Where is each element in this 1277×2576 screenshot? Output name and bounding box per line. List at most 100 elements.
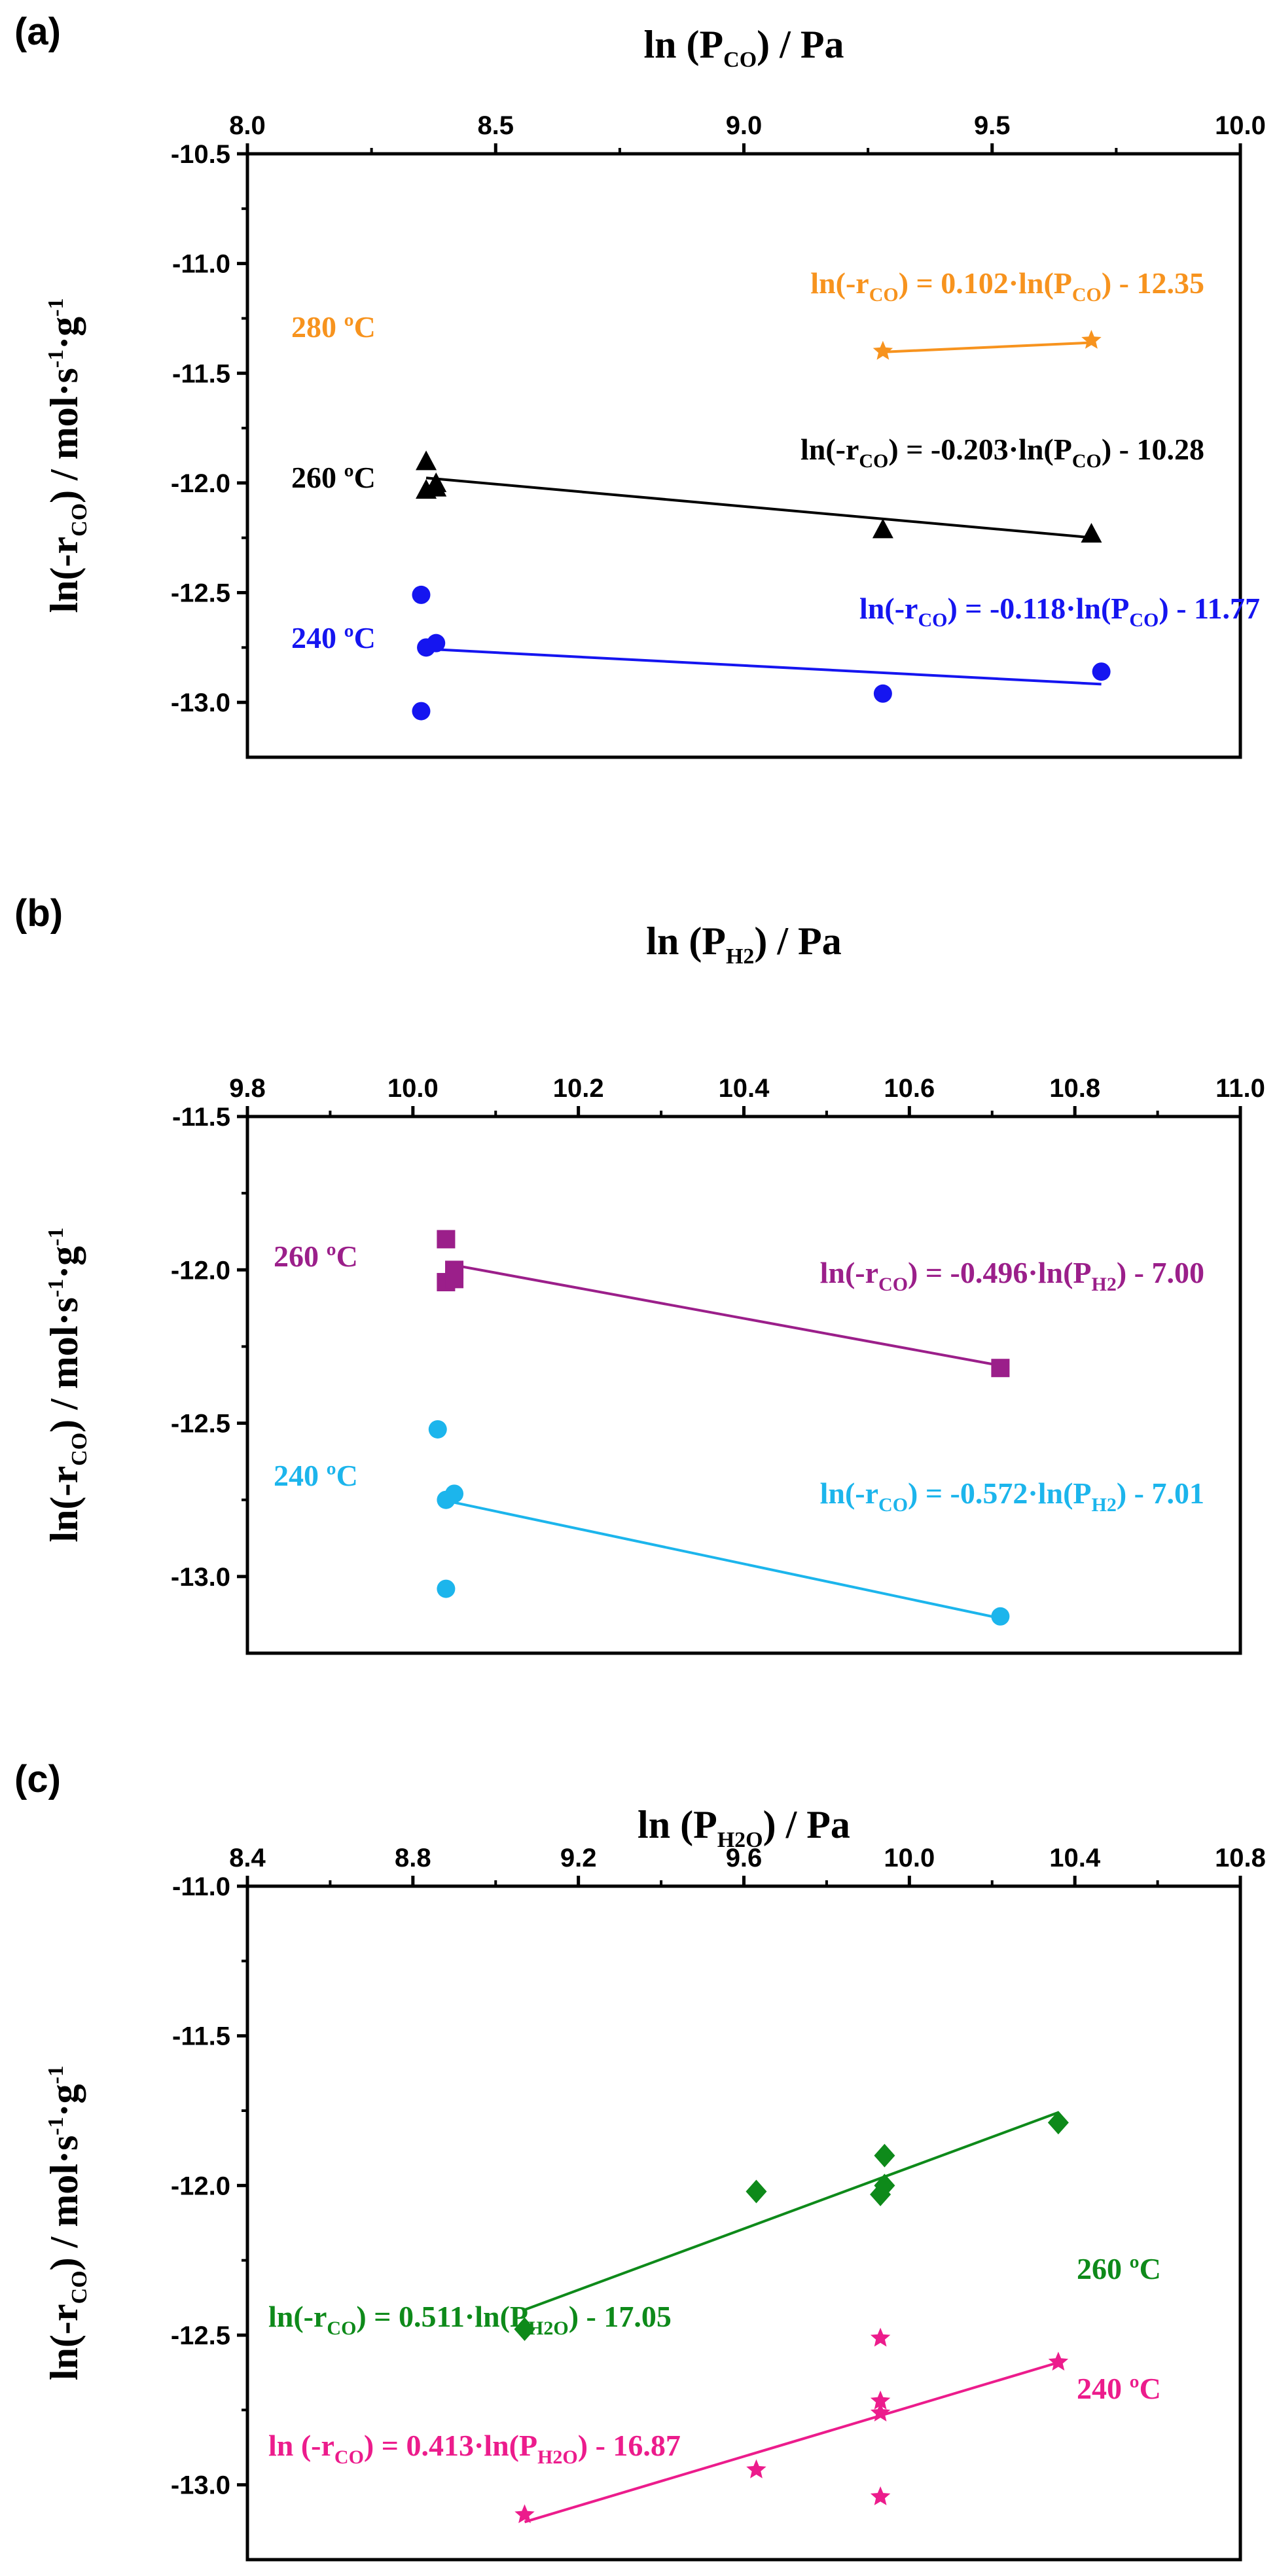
y-title-mid: ) / mol·s (43, 1297, 86, 1433)
equation-part: ln(-r (268, 2300, 327, 2333)
equation-part: ) = 0.413·ln(P (364, 2429, 537, 2462)
data-point (1047, 2111, 1069, 2135)
fit-line (425, 476, 1092, 539)
y-tick-label: -12.0 (171, 469, 230, 498)
data-point (437, 1579, 456, 1598)
y-tick-label: -11.5 (172, 2022, 230, 2051)
x-tick-label: 10.8 (1049, 1074, 1100, 1103)
equation-subscript: CO (918, 609, 947, 631)
fit-equation: ln(-rCO) = -0.572·ln(PH2) - 7.01 (820, 1476, 1204, 1516)
y-title-subscript: CO (67, 2270, 92, 2304)
fit-line (454, 1264, 1001, 1367)
equation-subscript: CO (334, 2446, 364, 2468)
x-tick-label: 10.8 (1215, 1844, 1266, 1872)
equation-part: ) - 17.05 (569, 2300, 672, 2333)
series-1: 240 ºC ln(-rCO) = -0.572·ln(PH2) - 7.01 (274, 1420, 1204, 1626)
series-label: 240 ºC (274, 1459, 358, 1492)
y-title-subscript: CO (67, 1433, 92, 1466)
y-title-g: ·g (43, 1246, 86, 1279)
equation-subscript: CO (1129, 609, 1159, 631)
data-point (991, 1607, 1010, 1626)
equation-part: ) = -0.572·ln(P (908, 1476, 1091, 1510)
equation-part: ) - 12.35 (1102, 266, 1204, 300)
x-title-main: ln (P (644, 23, 724, 66)
equation-part: ln(-r (820, 1256, 878, 1289)
series-0: 280 ºC ln(-rCO) = 0.102·ln(PCO) - 12.35 (291, 266, 1204, 360)
fit-equation: ln(-rCO) = -0.203·ln(PCO) - 10.28 (800, 433, 1204, 472)
x-title-main: ln (P (638, 1803, 717, 1846)
data-point (427, 634, 446, 653)
y-title-superscript: -1 (44, 349, 68, 368)
fit-line (425, 647, 1102, 686)
fit-equation: ln(-rCO) = 0.511·ln(PH2O) - 17.05 (268, 2300, 672, 2339)
y-tick-label: -12.5 (171, 2321, 230, 2350)
y-title-superscript: -1 (44, 2066, 68, 2084)
data-point (425, 476, 447, 497)
data-point (416, 450, 437, 471)
panel-label: (a) (14, 10, 61, 53)
plot-frame (245, 1115, 1242, 1655)
data-point (870, 2402, 891, 2422)
series-label: 240 ºC (1077, 2372, 1161, 2405)
y-tick-label: -11.5 (172, 1103, 230, 1132)
x-tick-label: 10.0 (387, 1074, 439, 1103)
y-tick-label: -11.5 (172, 359, 230, 388)
data-point (445, 1484, 464, 1503)
x-title-subscript: CO (723, 48, 757, 72)
fit-line (882, 341, 1092, 353)
series-label: 260 ºC (274, 1240, 358, 1273)
panel-c: (c)8.4 8.8 9.2 9.6 10.0 10.4 10.8-11.0-11.5-12… (14, 1758, 1266, 2562)
y-tick-label: -10.5 (171, 140, 230, 169)
x-title-main: ln (P (646, 920, 726, 963)
series-label: 240 ºC (291, 621, 376, 654)
fit-equation: ln(-rCO) = -0.118·ln(PCO) - 11.77 (859, 592, 1260, 631)
data-point (870, 2327, 891, 2347)
equation-subscript: H2O (528, 2317, 569, 2339)
x-title-subscript: H2 (726, 944, 754, 969)
y-title-superscript: -1 (44, 1279, 68, 1297)
data-point (1092, 662, 1111, 681)
equation-part: ) = -0.203·ln(P (888, 433, 1071, 466)
series-label: 280 ºC (291, 310, 376, 344)
y-axis-title: ln(-rCO) / mol·s-1·g-1 (43, 298, 92, 613)
equation-part: ln (-r (268, 2429, 334, 2462)
data-point (870, 2390, 891, 2410)
y-tick-label: -12.0 (171, 1256, 230, 1285)
y-title-main: ln(-r (43, 1466, 86, 1543)
y-title-superscript: -1 (44, 1228, 68, 1246)
x-title-end: ) / Pa (754, 920, 841, 963)
x-tick-label: 9.5 (974, 111, 1011, 140)
equation-part: ln(-r (800, 433, 859, 466)
equation-subscript: H2 (1092, 1494, 1117, 1516)
fit-equation: ln(-rCO) = 0.102·ln(PCO) - 12.35 (810, 266, 1204, 306)
x-tick-label: 10.4 (1049, 1844, 1101, 1872)
y-tick-label: -13.0 (171, 2471, 230, 2500)
data-point (1081, 330, 1102, 349)
series-0: 260 ºC ln(-rCO) = 0.511·ln(PH2O) - 17.05 (268, 2111, 1161, 2341)
y-title-main: ln(-r (43, 537, 86, 613)
data-point (872, 340, 893, 360)
data-point (445, 1270, 464, 1289)
y-tick-label: -13.0 (171, 1563, 230, 1592)
equation-part: ) - 10.28 (1102, 433, 1204, 466)
equation-part: ) = 0.511·ln(P (356, 2300, 528, 2333)
equation-part: ) - 7.01 (1117, 1476, 1204, 1510)
y-title-superscript: -1 (44, 2117, 68, 2135)
data-point (874, 2143, 895, 2168)
equation-subscript: CO (859, 450, 888, 472)
y-tick-label: -12.5 (171, 579, 230, 608)
data-point (1048, 2352, 1069, 2371)
x-tick-label: 10.0 (1215, 111, 1266, 140)
x-tick-label: 8.8 (395, 1844, 431, 1872)
data-point (870, 2486, 891, 2505)
fit-line (445, 1499, 1001, 1620)
x-tick-label: 10.2 (553, 1074, 604, 1103)
y-tick-label: -13.0 (171, 689, 230, 717)
equation-part: ) = -0.496·ln(P (908, 1256, 1091, 1289)
x-axis-title: ln (PCO) / Pa (644, 23, 844, 72)
equation-part: ) = 0.102·ln(P (899, 266, 1072, 300)
equation-subscript: CO (1072, 284, 1102, 306)
series-1: 240 ºC ln (-rCO) = 0.413·ln(PH2O) - 16.87 (268, 2327, 1161, 2524)
